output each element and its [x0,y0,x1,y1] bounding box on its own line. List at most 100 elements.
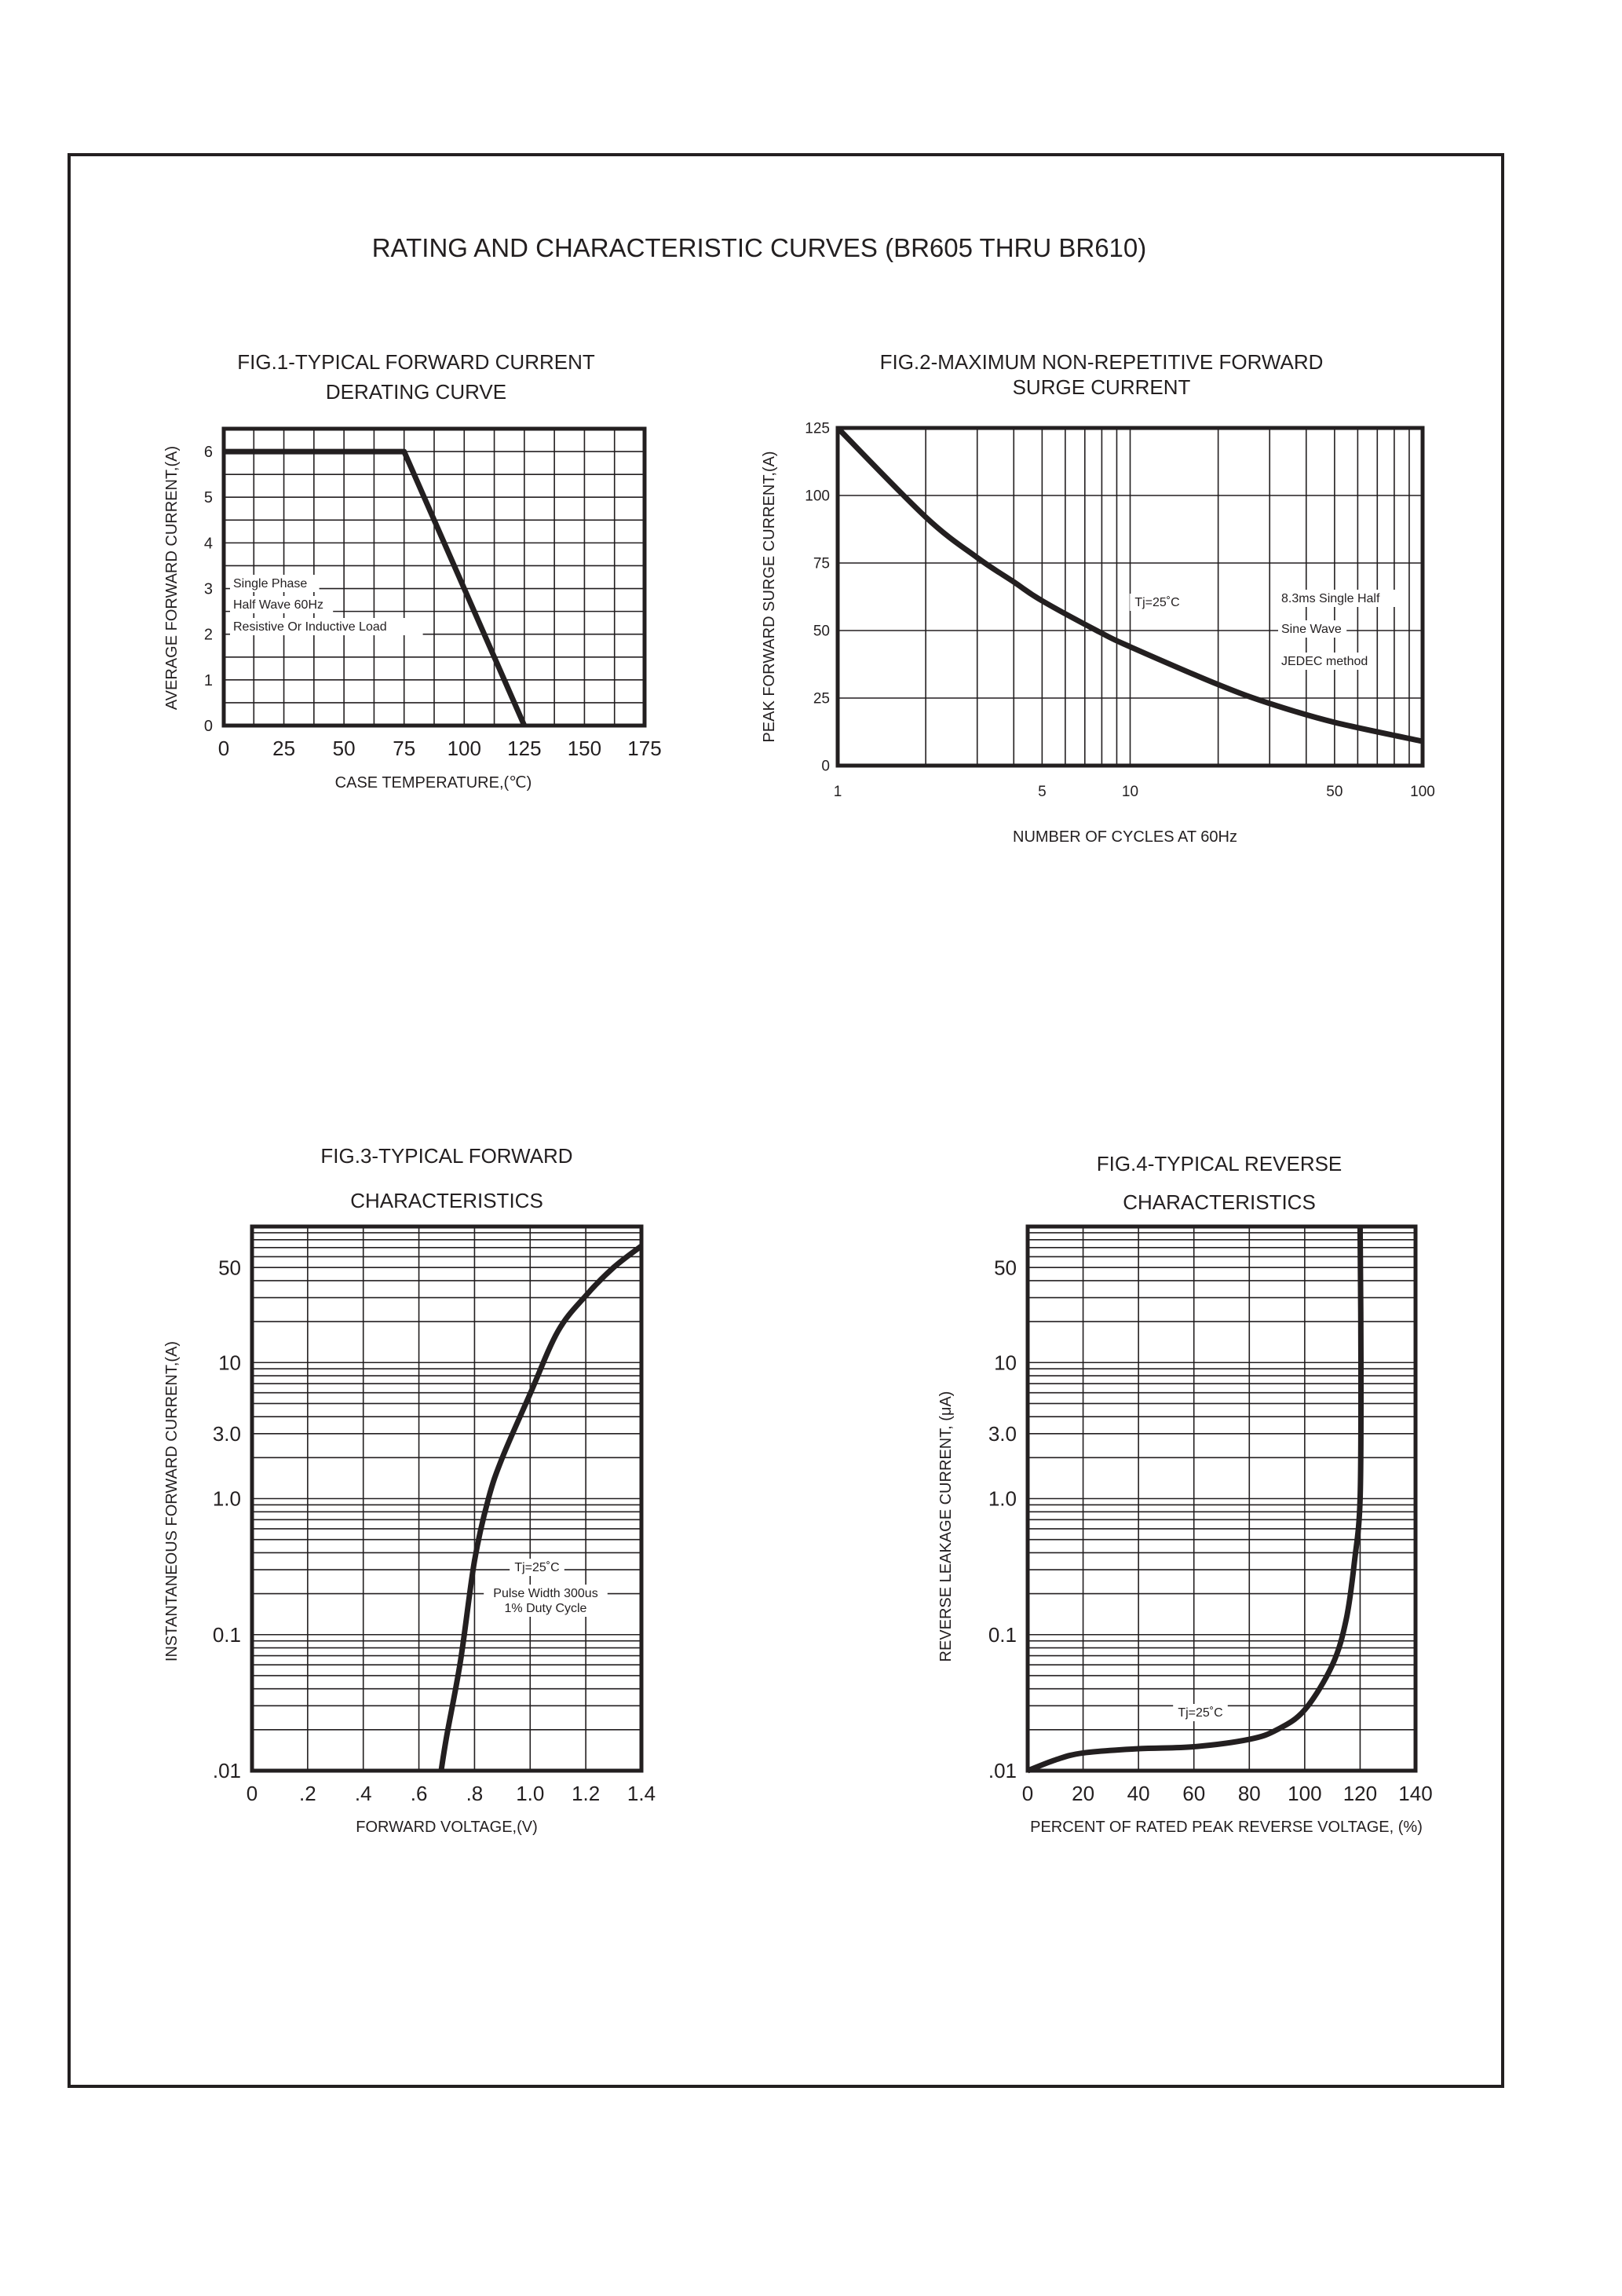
chart-annotation: Tj=25˚C [514,1561,559,1574]
y-tick-label: 50 [813,623,830,640]
series-curve [224,448,528,727]
x-axis-label: CASE TEMPERATURE,(℃) [335,774,532,792]
chart-annotation: Resistive Or Inductive Load [233,620,387,634]
x-tick-label: .6 [411,1782,428,1805]
x-tick-label: 125 [507,737,541,760]
x-tick-label: 25 [272,737,295,760]
y-tick-label: 0 [204,718,213,735]
y-tick-label: 5 [204,489,213,506]
x-tick-label: 10 [1122,784,1138,800]
chart-annotation: 1% Duty Cycle [505,1602,587,1615]
x-tick-label: 100 [1410,784,1435,800]
y-axis-label: INSTANTANEOUS FORWARD CURRENT,(A) [163,1341,181,1662]
x-tick-label: 50 [333,737,356,760]
x-tick-label: 1.2 [572,1782,600,1805]
x-tick-label: 150 [568,737,601,760]
y-tick-label: 6 [204,444,213,461]
annotation-background [510,1559,564,1576]
chart-annotation: JEDEC method [1281,655,1368,668]
annotation-background [1278,590,1402,607]
annotation-background [1173,1704,1228,1721]
plot-frame [221,426,647,728]
series-curve [438,1243,644,1771]
annotation-background [230,618,423,635]
y-tick-label: 0 [821,759,830,775]
x-tick-label: 5 [1038,784,1047,800]
x-tick-label: .2 [299,1782,316,1805]
chart-annotation: Tj=25˚C [1134,596,1179,609]
chart-annotation: Tj=25˚C [1178,1706,1222,1720]
annotation-background [230,575,320,592]
x-tick-label: 175 [627,737,661,760]
chart-title-line: CHARACTERISTICS [350,1189,543,1212]
x-tick-label: 60 [1182,1782,1205,1805]
chart-title-line: FIG.3-TYPICAL FORWARD [320,1144,572,1168]
annotation-background [484,1585,608,1602]
charts-group: FIG.1-TYPICAL FORWARD CURRENT DERATING CU… [163,350,1435,1836]
y-tick-label: 75 [813,556,830,572]
chart-title-line: FIG.1-TYPICAL FORWARD CURRENT [237,350,595,374]
chart-fig-3: FIG.3-TYPICAL FORWARD CHARACTERISTICS Tj=2… [163,1144,656,1836]
x-tick-label: 20 [1072,1782,1094,1805]
chart-title-line: DERATING CURVE [326,380,506,404]
chart-annotation: Sine Wave [1281,623,1342,636]
annotation-background [1278,620,1347,638]
x-tick-label: .8 [466,1782,484,1805]
y-tick-label: 10 [994,1351,1017,1374]
y-tick-label: 10 [218,1351,241,1374]
x-tick-label: 140 [1398,1782,1432,1805]
x-axis-label: NUMBER OF CYCLES AT 60Hz [1013,828,1237,846]
plot-frame [835,426,1425,768]
chart-annotation: Pulse Width 300us [493,1587,597,1600]
chart-fig-1: FIG.1-TYPICAL FORWARD CURRENT DERATING CU… [163,350,662,792]
y-tick-label: 50 [994,1256,1017,1279]
x-tick-label: 100 [448,737,481,760]
y-tick-label: 25 [813,691,830,707]
plot-frame [1025,1224,1418,1773]
chart-annotation: Half Wave 60Hz [233,598,323,612]
x-axis-label: FORWARD VOLTAGE,(V) [356,1819,538,1836]
y-tick-label: .01 [988,1759,1017,1782]
x-tick-label: 120 [1343,1782,1377,1805]
y-tick-label: 0.1 [988,1623,1017,1647]
chart-annotation: Single Phase [233,577,307,590]
x-tick-label: 75 [393,737,415,760]
chart-title-line: CHARACTERISTICS [1123,1190,1316,1214]
chart-fig-2: FIG.2-MAXIMUM NON-REPETITIVE FORWARDSURG… [761,350,1435,846]
x-axis-label: PERCENT OF RATED PEAK REVERSE VOLTAGE, (… [1030,1819,1423,1836]
page-title: RATING AND CHARACTERISTIC CURVES (BR605 … [372,233,1147,262]
y-tick-label: 1 [204,672,213,689]
x-tick-label: 0 [247,1782,258,1805]
y-tick-label: 3 [204,581,213,598]
y-tick-label: 50 [218,1256,241,1279]
gridlines [838,428,1423,766]
x-tick-label: 1.4 [627,1782,656,1805]
y-axis-label: REVERSE LEAKAGE CURRENT, (μA) [937,1391,955,1662]
y-tick-label: 100 [805,488,830,505]
y-tick-label: 4 [204,535,213,552]
y-tick-label: 1.0 [988,1487,1017,1511]
y-tick-label: 3.0 [988,1422,1017,1446]
chart-title-line: SURGE CURRENT [1013,375,1191,399]
plot-frame [250,1224,644,1773]
gridlines [1028,1227,1416,1771]
y-tick-label: 1.0 [213,1487,241,1511]
annotation-background [1278,653,1368,670]
x-tick-label: 1.0 [516,1782,544,1805]
y-axis-label: AVERAGE FORWARD CURRENT,(A) [163,446,181,710]
series-curve [835,426,1423,744]
annotation-background [230,596,334,613]
x-tick-label: .4 [355,1782,372,1805]
x-tick-label: 100 [1288,1782,1321,1805]
annotation-background [1130,594,1185,611]
annotation-background [497,1600,594,1617]
x-tick-label: 0 [218,737,229,760]
x-tick-label: 50 [1326,784,1343,800]
page-border [68,153,1504,2088]
x-tick-label: 80 [1238,1782,1261,1805]
y-axis-label: PEAK FORWARD SURGE CURRENT,(A) [761,451,778,742]
y-tick-label: .01 [213,1759,241,1782]
gridlines [252,1227,641,1771]
x-tick-label: 0 [1022,1782,1033,1805]
